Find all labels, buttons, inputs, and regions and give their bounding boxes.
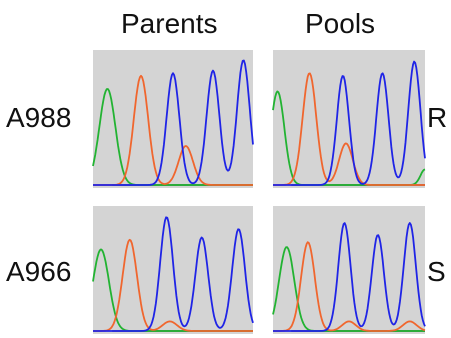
row-label-a966: A966 bbox=[6, 256, 72, 287]
side-label-s: S bbox=[427, 256, 446, 287]
blue-trace bbox=[273, 222, 426, 332]
blue-trace bbox=[93, 59, 254, 186]
blue-trace bbox=[93, 216, 254, 332]
side-label-r: R bbox=[427, 102, 448, 133]
orange-trace bbox=[93, 238, 253, 332]
chromatogram-panel-pools-a966 bbox=[272, 206, 426, 334]
orange-trace bbox=[93, 74, 253, 186]
orange-trace bbox=[273, 72, 425, 186]
panel-background bbox=[273, 206, 425, 334]
blue-trace bbox=[273, 60, 426, 186]
row-label-a988: A988 bbox=[6, 102, 72, 133]
green-trace bbox=[272, 246, 425, 332]
panel-background bbox=[93, 50, 253, 188]
chromatogram-panel-parents-a988 bbox=[92, 50, 254, 188]
chromatogram-panel-pools-a988 bbox=[272, 50, 426, 188]
column-header-parents: Parents bbox=[121, 8, 218, 39]
column-header-pools: Pools bbox=[305, 8, 376, 39]
orange-trace bbox=[273, 241, 426, 332]
chromatogram-panel-parents-a966 bbox=[92, 206, 254, 334]
